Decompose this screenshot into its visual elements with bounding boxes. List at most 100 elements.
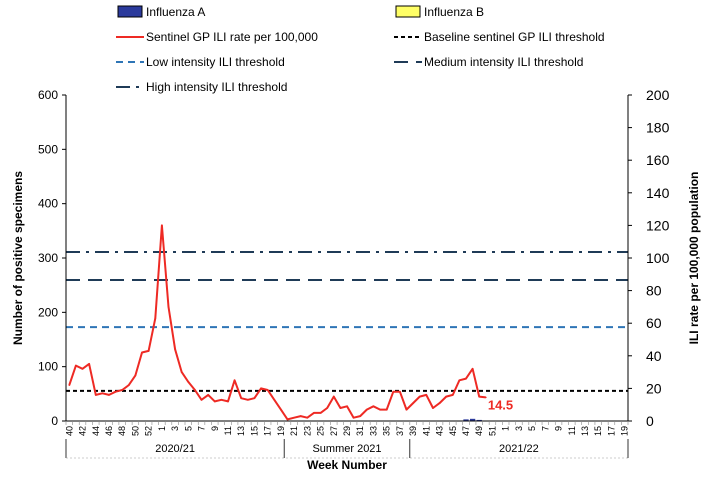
ili-rate-point [432,407,434,409]
y-right-tick-label: 40 [646,348,662,364]
x-tick-label: 50 [130,426,140,436]
ili-rate-point [280,408,282,411]
x-tick-label: 35 [382,426,392,436]
x-tick-label: 46 [104,426,114,436]
x-tick-label: 13 [236,426,246,436]
ili-rate-point [227,400,229,403]
ili-rate-point [266,389,269,391]
x-tick-label: 40 [64,426,74,436]
x-tick-label: 52 [144,426,154,436]
influenza-a-bar [476,419,482,421]
x-tick-label: 3 [170,426,180,431]
ili-rate-point [372,405,375,408]
x-tick-label: 1 [157,426,167,431]
season-label: 2020/21 [155,443,195,455]
ili-rate-point [187,381,190,383]
ili-rate-point [233,379,236,382]
legend-label: Influenza A [146,5,205,19]
legend-label: Medium intensity ILI threshold [424,55,583,69]
ili-rate-point [339,407,342,409]
ili-rate-point [299,415,302,417]
ili-rate-point [141,351,143,354]
ili-rate-point [88,363,90,365]
x-tick-label: 43 [435,426,445,436]
x-tick-label: 29 [342,426,352,436]
y-left-tick-label: 600 [38,88,58,102]
x-tick-label: 37 [395,426,405,436]
ili-rate-point [161,224,163,227]
y-right-tick-label: 120 [646,217,670,233]
x-tick-label: 51 [487,426,497,436]
y-right-tick-label: 200 [646,87,670,103]
ili-rate-point [445,395,447,398]
ili-rate-point [385,408,388,411]
x-tick-label: 47 [461,426,471,436]
ili-rate-point [81,368,84,370]
x-tick-label: 17 [606,426,616,436]
ili-rate-point [458,379,461,382]
x-tick-label: 45 [448,426,458,436]
ili-rate-point [68,384,71,386]
x-tick-label: 33 [368,426,378,436]
x-tick-label: 19 [276,426,286,436]
ili-rate-point [392,390,395,393]
y-right-tick-label: 20 [646,380,662,396]
x-tick-label: 27 [329,426,339,436]
ili-rate-point [220,399,223,401]
y-right-tick-label: 160 [646,152,670,168]
x-tick-label: 1 [501,426,511,431]
legend-swatch [395,5,421,18]
x-tick-label: 44 [91,426,101,436]
ili-rate-point [101,392,104,395]
y-left-tick-label: 200 [38,305,58,319]
y-right-tick-label: 180 [646,120,670,136]
ili-rate-point [425,394,428,396]
x-tick-label: 19 [620,426,630,436]
ili-rate-point [346,405,348,408]
ili-rate-point [352,416,355,419]
influenza-a-bar [469,418,476,421]
x-tick-label: 42 [78,426,88,436]
x-tick-label: 9 [210,426,220,431]
x-tick-label: 11 [223,426,233,435]
ili-rate-point [412,402,414,404]
x-tick-label: 11 [567,426,577,435]
ili-rate-point [465,377,467,380]
ili-rate-point [332,395,335,398]
ili-rate-point [121,389,123,391]
x-tick-label: 5 [183,426,193,431]
y-right-tick-label: 100 [646,250,670,266]
ili-rate-point [405,408,408,411]
ili-rate-point [418,395,421,398]
ili-rate-point [359,415,362,417]
x-tick-label: 17 [263,426,273,436]
y-right-tick-label: 80 [646,283,662,299]
ili-rate-point [207,394,209,396]
y-right-tick-label: 60 [646,315,662,331]
ili-rate-point [108,394,110,396]
legend-label: Baseline sentinel GP ILI threshold [424,30,605,44]
ili-rate-point [134,374,137,377]
y-left-tick-label: 100 [38,360,58,374]
ili-rate-point [194,389,196,391]
x-tick-label: 13 [580,426,590,436]
legend-label: Sentinel GP ILI rate per 100,000 [146,30,318,44]
ili-rate-point [306,416,309,419]
y-left-tick-label: 300 [38,251,58,265]
ili-rate-point [247,399,249,401]
x-tick-label: 15 [249,426,259,436]
ili-rate-point [485,396,487,399]
ili-rate-point [326,407,328,409]
x-tick-label: 7 [197,426,207,431]
ili-rate-point [240,397,243,399]
ili-rate-point [273,399,276,401]
ili-rate-point [114,390,117,393]
x-tick-label: 49 [474,426,484,436]
ili-rate-line [68,224,486,421]
ili-rate-point [213,400,216,403]
y-axis-left-title: Number of positive specimens [11,171,25,345]
x-tick-label: 9 [554,426,564,431]
ili-rate-point [260,387,262,390]
ili-rate-point [451,394,454,396]
